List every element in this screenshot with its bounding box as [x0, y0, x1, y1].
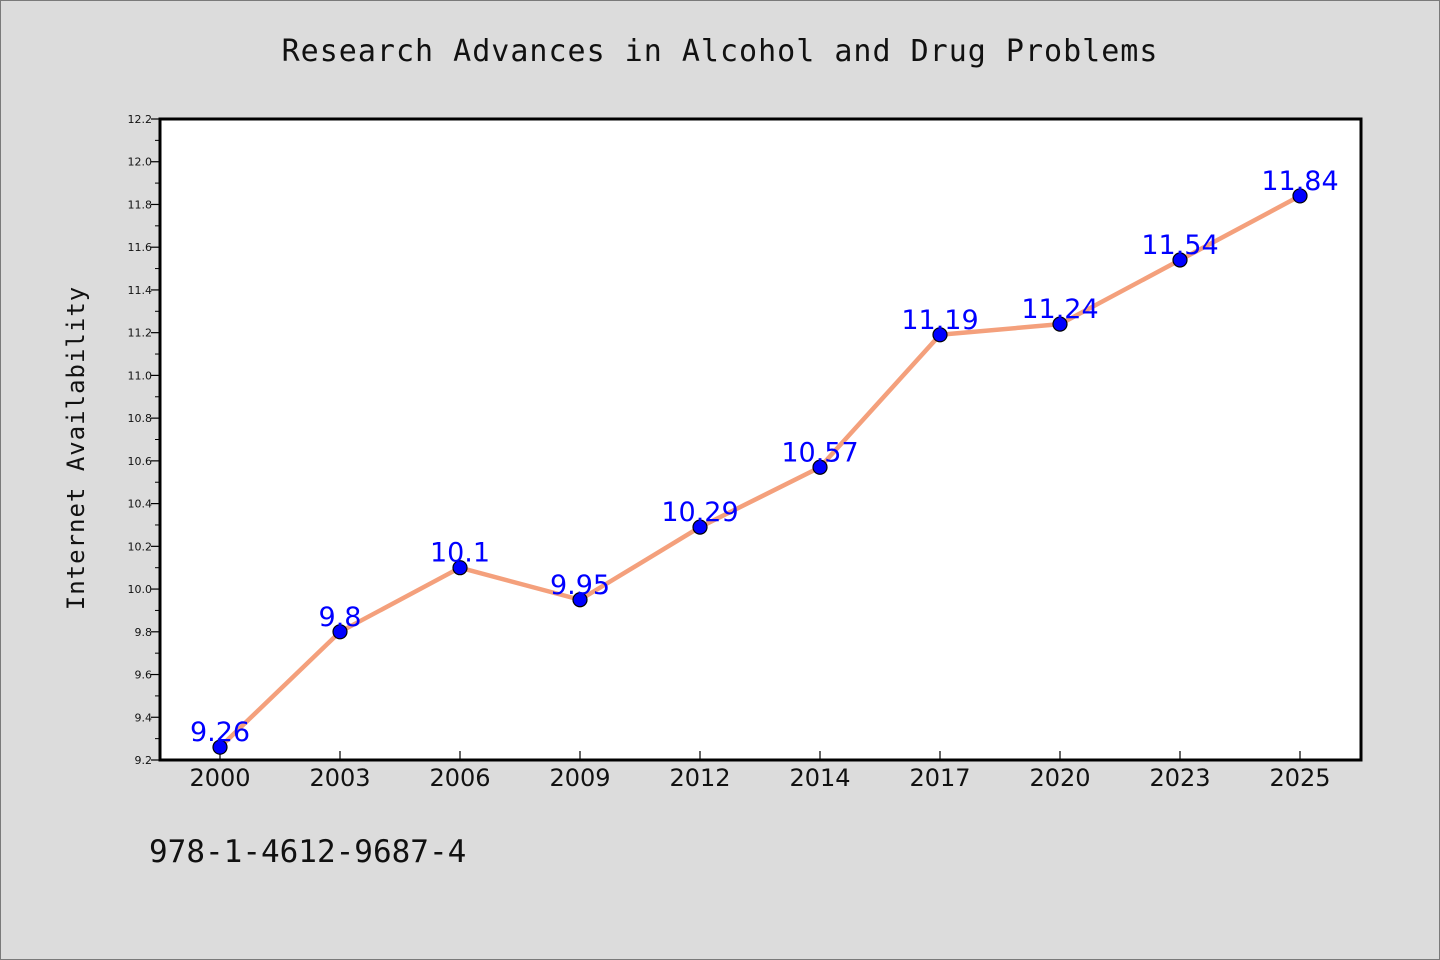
data-label: 11.84	[1261, 166, 1338, 197]
data-label: 11.19	[901, 305, 978, 336]
data-point	[692, 519, 708, 535]
y-tick-label: 10.0	[128, 583, 153, 596]
x-tick-label: 2003	[309, 764, 370, 792]
data-labels: 9.26 9.8 10.1 9.95 10.29 10.57 11.19 11.24 11.54…	[190, 166, 1339, 748]
x-tick-label: 2017	[909, 764, 970, 792]
data-point	[1292, 188, 1308, 204]
series-line	[218, 193, 1302, 749]
chart-title: Research Advances in Alcohol and Drug Pr…	[281, 34, 1159, 69]
y-tick-label: 9.4	[135, 711, 153, 724]
y-tick-label: 9.2	[135, 754, 153, 767]
y-tick-label: 11.4	[128, 284, 153, 297]
series-markers	[212, 188, 1308, 755]
y-tick-label: 11.2	[128, 327, 153, 340]
data-point	[212, 739, 228, 755]
x-tick-label: 2012	[669, 764, 730, 792]
data-label: 10.29	[661, 497, 738, 528]
y-tick-label: 10.4	[128, 498, 153, 511]
data-point	[572, 592, 588, 608]
y-tick-label: 10.2	[128, 540, 153, 553]
data-label: 10.57	[781, 437, 858, 468]
data-point	[452, 560, 468, 576]
data-label: 11.54	[1141, 230, 1218, 261]
y-axis-title: Internet Availability	[62, 286, 90, 610]
y-tick-label: 12.2	[128, 113, 153, 126]
data-point	[1172, 252, 1188, 268]
y-axis: 9.2 9.4 9.6 9.8 10.0 10.2 10.4 10.6 10.8 11.0 11.2…	[128, 113, 160, 767]
x-tick-label: 2023	[1149, 764, 1210, 792]
x-tick-label: 2000	[189, 764, 250, 792]
y-tick-label: 11.6	[128, 241, 153, 254]
y-tick-label: 11.0	[128, 369, 153, 382]
x-tick-label: 2020	[1029, 764, 1090, 792]
isbn-label: 978-1-4612-9687-4	[149, 834, 467, 870]
data-label: 9.8	[319, 602, 362, 633]
data-label: 10.1	[430, 538, 490, 569]
data-point	[812, 459, 828, 475]
y-tick-label: 12.0	[128, 156, 153, 169]
data-point	[1052, 316, 1068, 332]
y-tick-label: 11.8	[128, 198, 153, 211]
data-label: 9.26	[190, 717, 250, 748]
y-tick-label: 9.6	[135, 669, 153, 682]
y-tick-label: 10.6	[128, 455, 153, 468]
data-label: 9.95	[550, 570, 610, 601]
plot-area	[158, 117, 1363, 762]
x-tick-label: 2009	[549, 764, 610, 792]
data-point	[332, 624, 348, 640]
x-tick-label: 2025	[1269, 764, 1330, 792]
x-tick-label: 2014	[789, 764, 850, 792]
y-tick-label: 9.8	[135, 626, 153, 639]
data-label: 11.24	[1021, 294, 1098, 325]
y-tick-label: 10.8	[128, 412, 153, 425]
x-tick-label: 2006	[429, 764, 490, 792]
x-axis: 2000 2003 2006 2009 2012 2014 2017 2020 2023 2025	[189, 751, 1331, 792]
data-point	[932, 327, 948, 343]
